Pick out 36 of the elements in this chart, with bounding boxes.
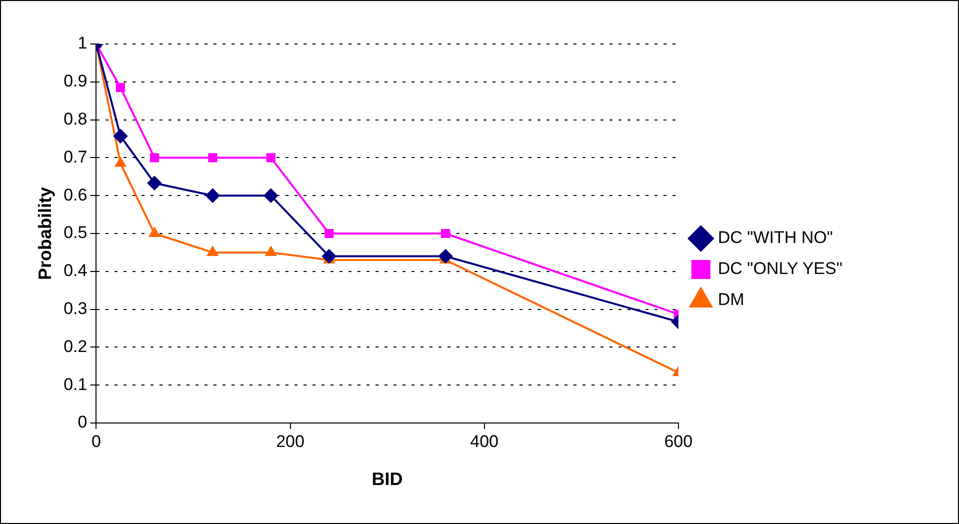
point — [150, 153, 159, 162]
x-tick-label: 400 — [470, 432, 499, 451]
x-tick-label: 600 — [664, 432, 693, 451]
point — [149, 228, 160, 237]
point — [206, 188, 220, 203]
point — [116, 83, 126, 92]
point — [147, 176, 162, 190]
point — [322, 249, 336, 264]
point — [113, 129, 128, 144]
legend-label: DM — [718, 290, 744, 310]
y-axis-title: Probability — [34, 186, 55, 280]
point — [115, 157, 126, 167]
y-tick-label: 0.8 — [64, 109, 88, 128]
x-tick-label: 200 — [276, 432, 304, 451]
y-tick-label: 0.2 — [64, 336, 88, 356]
y-tick-label: 0.7 — [64, 147, 88, 166]
point — [264, 188, 278, 203]
x-tick-label: 0 — [92, 432, 101, 451]
legend-label: DC "ONLY YES" — [718, 259, 842, 278]
y-tick-label: 0.9 — [64, 72, 88, 91]
y-tick-label: 0.5 — [64, 223, 88, 242]
point — [266, 246, 276, 256]
y-tick-label: 0.4 — [64, 261, 88, 280]
point — [208, 153, 218, 162]
legend-label: DC "WITH NO" — [718, 228, 833, 248]
y-tick-label: 1 — [78, 34, 88, 53]
point — [266, 153, 276, 162]
x-axis-title: BID — [372, 469, 403, 490]
point — [440, 228, 450, 238]
point — [438, 249, 453, 264]
point — [324, 228, 334, 238]
y-tick-label: 0 — [78, 412, 88, 432]
y-tick-label: 0.3 — [64, 298, 88, 318]
y-tick-label: 0.6 — [64, 185, 88, 204]
y-tick-label: 0.1 — [64, 374, 88, 394]
point — [207, 246, 218, 256]
